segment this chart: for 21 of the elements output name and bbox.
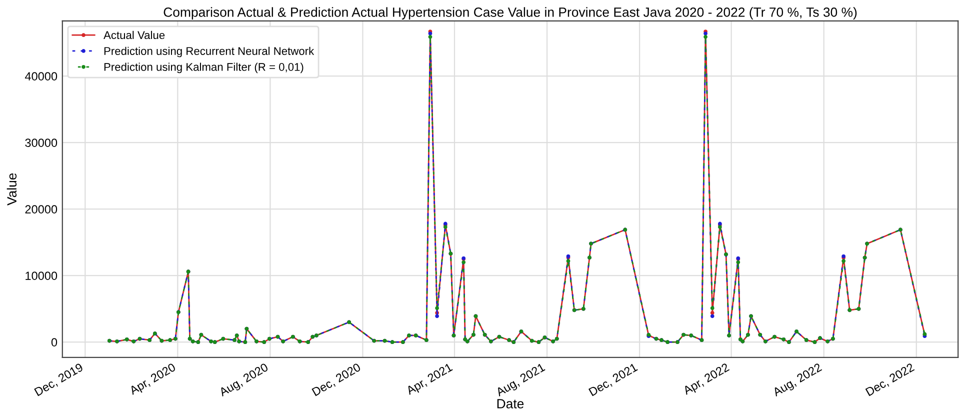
x-tick-label: Dec, 2020: [312, 362, 362, 398]
x-tick-label: Apr, 2022: [682, 362, 731, 398]
x-axis-title: Date: [497, 399, 524, 408]
y-tick-label: 30000: [25, 138, 58, 147]
y-tick-label: 40000: [24, 72, 58, 80]
y-axis-title: Value: [6, 173, 17, 206]
x-tick-label: Dec, 2021: [588, 362, 639, 398]
legend-label: Prediction using Recurrent Neural Network: [104, 46, 314, 58]
y-tick-label: 10000: [26, 272, 58, 280]
legend-label: Actual Value: [104, 30, 165, 40]
x-tick-label: Aug, 2022: [772, 362, 824, 399]
x-tick-label: Apr, 2020: [128, 362, 178, 398]
x-tick-label: Dec, 2022: [865, 362, 916, 398]
x-tick-label: Apr, 2021: [405, 362, 454, 398]
y-tick-label: 20000: [25, 205, 58, 214]
x-tick-label: Aug, 2021: [495, 362, 547, 399]
y-tick-label: 0: [51, 338, 58, 346]
legend-label: Prediction using Kalman Filter (R = 0,01): [104, 62, 304, 74]
x-tick-label: Dec, 2019: [34, 362, 84, 398]
chart-title: Comparison Actual & Prediction Actual Hypertension Case Value in Province East Java 2020 - 2022 (Tr 70 %, Ts 30 %): [164, 7, 857, 20]
x-tick-label: Aug, 2020: [218, 362, 270, 399]
